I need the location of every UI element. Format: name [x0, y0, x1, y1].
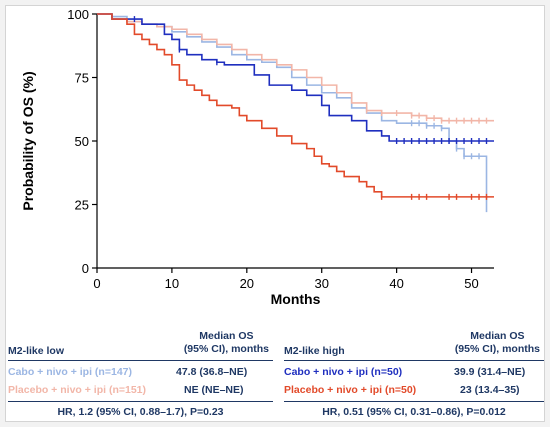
- y-tick-label: 0: [82, 261, 89, 276]
- column-header: Median OS (95% CI), months: [454, 330, 540, 355]
- group-label: M2-like high: [284, 345, 345, 357]
- group-label: M2-like low: [8, 345, 65, 357]
- x-tick-label: 20: [240, 276, 254, 291]
- series-line: [97, 13, 494, 198]
- divider: [8, 401, 273, 402]
- km-plot: 0 25 50 75 100 0 10 20 30 40 50 Months Probability o…: [20, 7, 494, 307]
- y-axis-label: Probability of OS (%): [20, 71, 36, 210]
- x-axis-label: Months: [271, 291, 321, 307]
- table-row: Cabo + nivo + ipi (n=50) 39.9 (31.4–NE): [284, 364, 544, 382]
- row-value: NE (NE–NE): [184, 384, 244, 396]
- x-tick-label: 10: [165, 276, 179, 291]
- y-tick-label: 25: [75, 198, 89, 213]
- x-tick-label: 50: [464, 276, 478, 291]
- table-row: Placebo + nivo + ipi (n=50) 23 (13.4–35): [284, 382, 544, 400]
- table-header: M2-like high Median OS (95% CI), months: [284, 330, 544, 361]
- row-label: Placebo + nivo + ipi (n=50): [284, 384, 417, 396]
- x-tick-label: 0: [93, 276, 100, 291]
- row-value: 23 (13.4–35): [460, 384, 520, 396]
- divider: [284, 401, 544, 402]
- row-value: 39.9 (31.4–NE): [454, 366, 526, 378]
- series-line: [97, 13, 494, 142]
- table-header: M2-like low Median OS (95% CI), months: [8, 330, 273, 361]
- table-row: Cabo + nivo + ipi (n=147) 47.8 (36.8–NE): [8, 364, 273, 382]
- hazard-ratio: HR, 1.2 (95% CI, 0.88–1.7), P=0.23: [57, 406, 224, 418]
- row-label: Cabo + nivo + ipi (n=147): [8, 366, 132, 378]
- column-header: Median OS (95% CI), months: [183, 330, 269, 355]
- x-tick-label: 30: [314, 276, 328, 291]
- x-tick-label: 40: [389, 276, 403, 291]
- y-tick-label: 75: [75, 71, 89, 86]
- y-tick-label: 50: [75, 134, 89, 149]
- row-label: Placebo + nivo + ipi (n=151): [8, 384, 147, 396]
- row-label: Cabo + nivo + ipi (n=50): [284, 366, 403, 378]
- table-row: Placebo + nivo + ipi (n=151) NE (NE–NE): [8, 382, 273, 400]
- series-line: [97, 13, 494, 122]
- y-tick-label: 100: [67, 7, 89, 22]
- figure-frame: [5, 5, 545, 422]
- row-value: 47.8 (36.8–NE): [176, 366, 248, 378]
- hazard-ratio: HR, 0.51 (95% CI, 0.31–0.86), P=0.012: [322, 406, 506, 418]
